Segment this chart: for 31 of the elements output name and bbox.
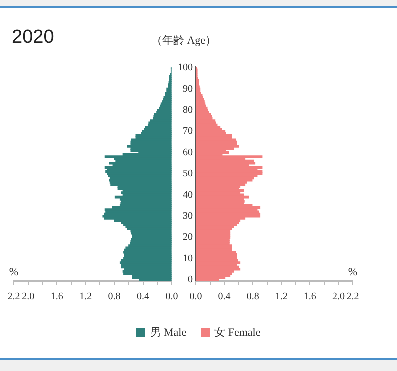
x-tick-label: 1.2 xyxy=(80,292,92,303)
y-tick-label: 60 xyxy=(183,147,193,158)
y-axis-title: （年齢 Age） xyxy=(151,34,217,47)
x-tick-label: 1.6 xyxy=(50,292,64,303)
x-tick-label: 0.0 xyxy=(166,292,178,303)
x-tick-label: 1.2 xyxy=(275,292,288,303)
y-tick-label: 30 xyxy=(183,211,193,222)
x-tick-label: 2.2 xyxy=(346,292,360,303)
y-tick-label: 50 xyxy=(183,168,193,180)
legend-label: 女 Female xyxy=(214,326,261,340)
y-tick-label: 20 xyxy=(183,232,193,244)
y-tick-label: 10 xyxy=(183,253,193,264)
x-tick-label: 1.6 xyxy=(304,292,316,303)
y-tick-label: 90 xyxy=(183,84,193,95)
y-tick-label: 0 xyxy=(188,274,193,286)
x-tick-label: 0.8 xyxy=(108,292,121,303)
legend-label: 男 Male xyxy=(150,326,187,340)
y-tick-label: 40 xyxy=(183,190,193,201)
x-axis-title: % xyxy=(348,266,358,278)
x-tick-label: 2.0 xyxy=(332,292,345,303)
x-tick-label: 0.8 xyxy=(246,292,260,303)
x-tick-label: 0.0 xyxy=(190,292,202,303)
y-tick-label: 70 xyxy=(183,126,193,138)
y-tick-label: 80 xyxy=(183,105,193,116)
x-tick-label: 2.2 xyxy=(8,292,20,303)
y-tick-label: 100 xyxy=(178,62,193,74)
chart-title: 2020 xyxy=(12,27,54,49)
x-tick-label: 0.4 xyxy=(137,292,150,303)
x-tick-label: 0.4 xyxy=(218,292,231,303)
x-tick-label: 2.0 xyxy=(22,292,35,303)
x-axis-title: % xyxy=(9,266,19,278)
